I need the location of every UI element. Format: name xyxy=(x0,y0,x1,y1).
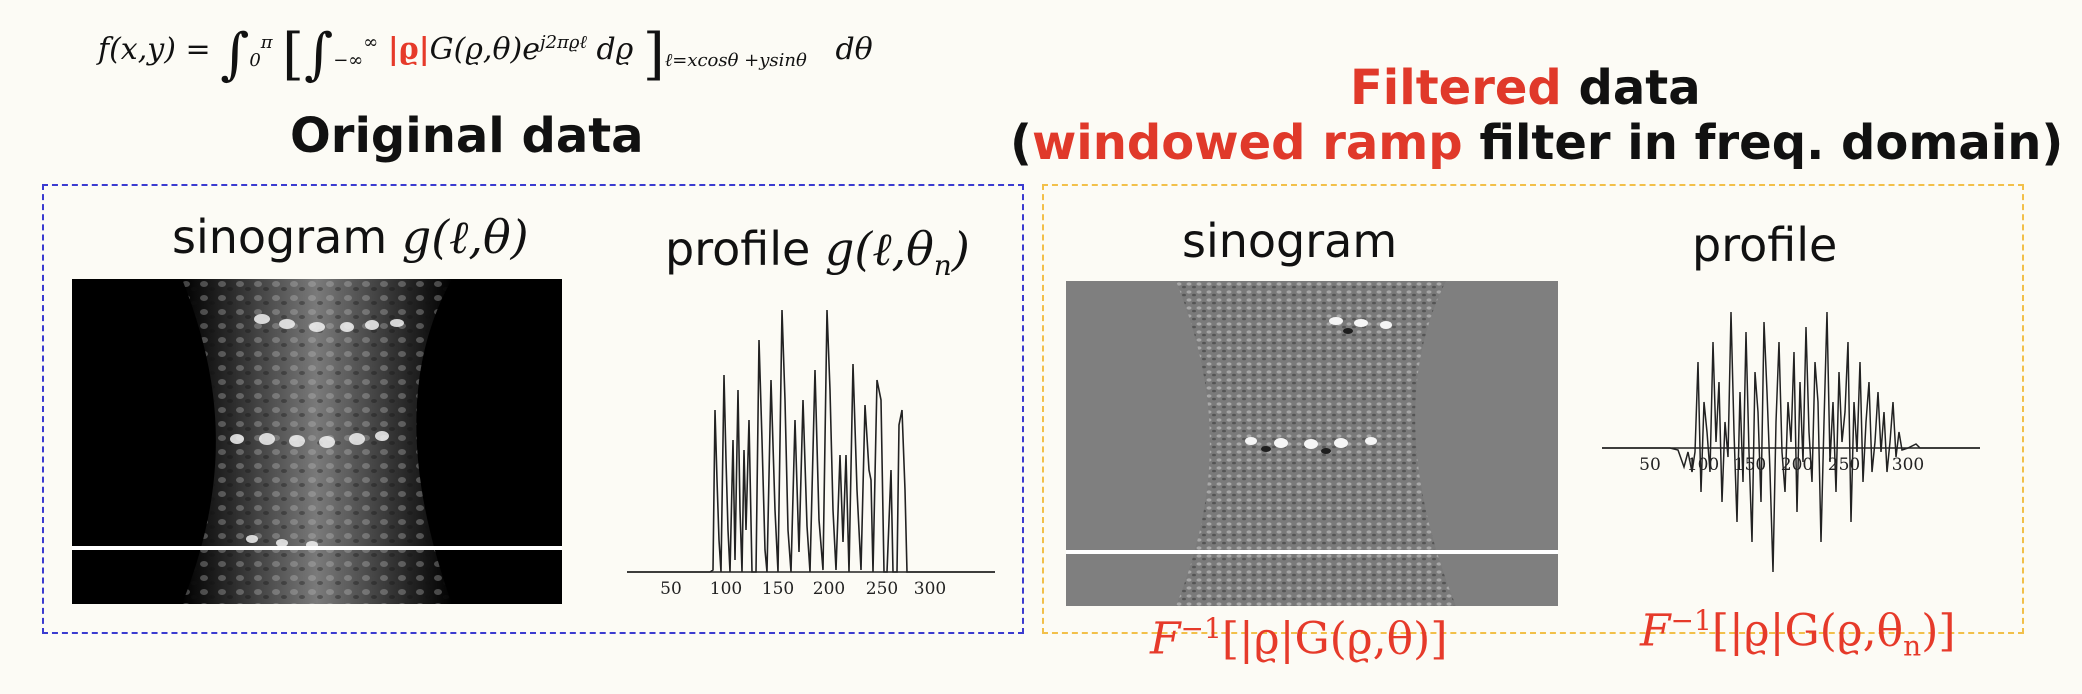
tick-label: 150 xyxy=(762,579,794,599)
tick-label: 200 xyxy=(1781,455,1813,475)
original-profile-label: profile g(ℓ,θn) xyxy=(665,222,970,282)
profile-text: profile xyxy=(665,222,825,276)
filtered-sinogram-label: sinogram xyxy=(1182,214,1398,268)
outer-lower-limit: 0 xyxy=(249,50,261,71)
original-data-panel xyxy=(42,184,1024,634)
reconstruction-formula: f(x,y) = ∫0π [∫−∞∞ |ϱ|G(ϱ,θ)ej2πϱℓ dϱ ]ℓ… xyxy=(98,22,873,87)
filtered-profile-label: profile xyxy=(1692,218,1838,272)
close-bracket: ] xyxy=(642,22,665,87)
tick-label: 300 xyxy=(1892,455,1924,475)
caption-inverse: −1 xyxy=(1180,612,1222,645)
caption-body: [|ϱ|G(ϱ,θ)] xyxy=(1221,613,1448,665)
d-rho: dϱ xyxy=(586,32,634,67)
substitution: ℓ=xcosθ +ysinθ xyxy=(664,50,807,71)
outer-integral: ∫ xyxy=(220,22,250,87)
filtered-sinogram-caption: F−1[|ϱ|G(ϱ,θ)] xyxy=(1150,612,1447,665)
filtered-word: Filtered xyxy=(1350,60,1562,116)
filter-description: filter in freq. domain) xyxy=(1462,115,2064,171)
sinogram-text: sinogram xyxy=(172,210,402,264)
tick-label: 50 xyxy=(660,579,682,599)
open-bracket: [ xyxy=(282,22,305,87)
tick-label: 250 xyxy=(866,579,898,599)
outer-upper-limit: π xyxy=(260,32,273,53)
data-word: data xyxy=(1561,60,1701,116)
integrand: G(ϱ,θ)e xyxy=(429,32,540,67)
filtered-sinogram-image xyxy=(1066,281,1558,606)
windowed-ramp-text: windowed ramp xyxy=(1031,115,1463,171)
original-data-heading: Original data xyxy=(290,108,644,164)
filtered-data-panel xyxy=(1042,184,2024,634)
caption-close: )] xyxy=(1921,605,1956,657)
paren-open: ( xyxy=(1010,115,1032,171)
original-sinogram-image xyxy=(72,279,562,604)
tick-label: 200 xyxy=(813,579,845,599)
tick-label: 100 xyxy=(710,579,742,599)
tick-label: 250 xyxy=(1828,455,1860,475)
original-sinogram-label: sinogram g(ℓ,θ) xyxy=(172,210,529,264)
filtered-sinogram-graphic xyxy=(1066,281,1558,606)
sinogram-math: g(ℓ,θ) xyxy=(401,210,529,264)
caption-F: F xyxy=(1150,613,1181,665)
filtered-profile-caption: F−1[|ϱ|G(ϱ,θn)] xyxy=(1640,604,1956,662)
filtered-profile-curve xyxy=(1602,311,1980,573)
d-theta: dθ xyxy=(835,32,873,67)
original-profile-plot: 50 100 150 200 250 300 xyxy=(627,309,995,599)
caption-sub: n xyxy=(1903,629,1922,663)
exponent: j2πϱℓ xyxy=(539,32,587,53)
caption-body: [|ϱ|G(ϱ,θ xyxy=(1711,605,1904,657)
inner-upper-limit: ∞ xyxy=(363,32,379,53)
filtered-profile-ticks: 50 100 150 200 250 300 xyxy=(1639,455,1924,475)
tick-label: 150 xyxy=(1734,455,1766,475)
filtered-profile-plot: 50 100 150 200 250 300 xyxy=(1602,311,1980,573)
formula-lhs: f(x,y) = xyxy=(98,32,221,67)
original-profile-ticks: 50 100 150 200 250 300 xyxy=(660,579,946,599)
tick-label: 300 xyxy=(914,579,946,599)
abs-rho: |ϱ| xyxy=(387,32,430,67)
tick-label: 100 xyxy=(1687,455,1719,475)
filtered-data-heading: Filtered data xyxy=(1350,60,1701,116)
filter-subheading: (windowed ramp filter in freq. domain) xyxy=(1010,115,2063,171)
profile-math: g(ℓ,θn) xyxy=(824,222,970,283)
original-sinogram-graphic xyxy=(72,279,562,604)
tick-label: 50 xyxy=(1639,455,1661,475)
caption-inverse: −1 xyxy=(1670,604,1712,637)
inner-integral: ∫ xyxy=(304,22,334,87)
inner-lower-limit: −∞ xyxy=(333,50,364,71)
original-profile-curve xyxy=(627,309,995,573)
caption-F: F xyxy=(1640,605,1671,657)
